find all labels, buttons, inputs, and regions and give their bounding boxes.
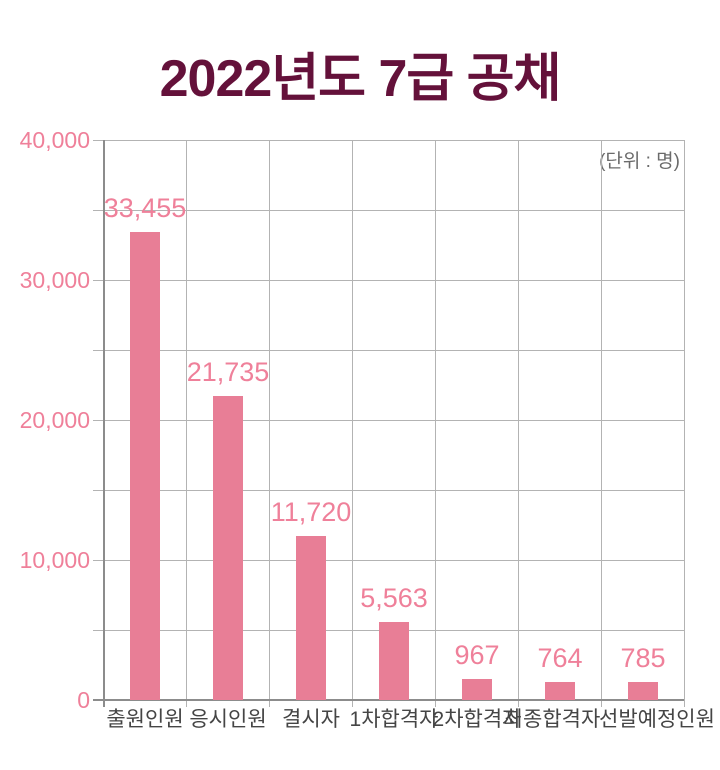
gridline-vertical — [600, 140, 602, 707]
y-axis-label: 30,000 — [19, 267, 90, 293]
gridline-vertical — [434, 140, 436, 707]
bar-value-label: 967 — [454, 640, 500, 670]
gridline-vertical — [683, 140, 685, 707]
category-label: 출원인원 — [106, 708, 184, 731]
bar-value-label: 5,563 — [360, 583, 428, 613]
category-label: 최종합격자 — [503, 708, 601, 731]
gridline-vertical — [269, 140, 271, 707]
bar — [130, 232, 160, 700]
bar-value-label: 785 — [620, 643, 666, 673]
gridline-horizontal — [93, 489, 684, 491]
y-axis-line — [103, 140, 105, 707]
unit-note: (단위 : 명) — [599, 151, 680, 172]
y-axis-label: 40,000 — [19, 127, 90, 153]
bar — [379, 622, 409, 700]
bar-value-label: 764 — [537, 643, 583, 673]
bar-value-label: 21,735 — [186, 357, 270, 387]
gridline-horizontal — [93, 419, 684, 421]
y-axis-label: 10,000 — [19, 547, 90, 573]
bar — [462, 679, 492, 700]
chart-title: 2022년도 7급 공채 — [159, 50, 562, 108]
bar-value-label: 11,720 — [270, 497, 352, 527]
gridline-vertical — [186, 140, 188, 707]
category-label: 선발예정인원 — [599, 708, 715, 731]
category-label: 1차합격자 — [349, 708, 439, 731]
gridline-horizontal — [93, 559, 684, 561]
bar — [628, 682, 658, 700]
gridline-horizontal — [93, 349, 684, 351]
gridline-vertical — [517, 140, 519, 707]
y-axis-label: 0 — [77, 687, 90, 713]
category-label: 2차합격자 — [432, 708, 522, 731]
category-label: 결시자 — [282, 708, 340, 731]
gridline-vertical — [352, 140, 354, 707]
bar — [545, 682, 575, 700]
gridline-horizontal — [93, 139, 684, 141]
bar-value-label: 33,455 — [103, 193, 187, 223]
category-label: 응시인원 — [189, 708, 267, 731]
x-axis-line — [93, 699, 684, 701]
gridline-horizontal — [93, 279, 684, 281]
gridline-horizontal — [93, 209, 684, 211]
bar — [213, 396, 243, 700]
y-axis-label: 20,000 — [19, 407, 90, 433]
bar — [296, 536, 326, 700]
